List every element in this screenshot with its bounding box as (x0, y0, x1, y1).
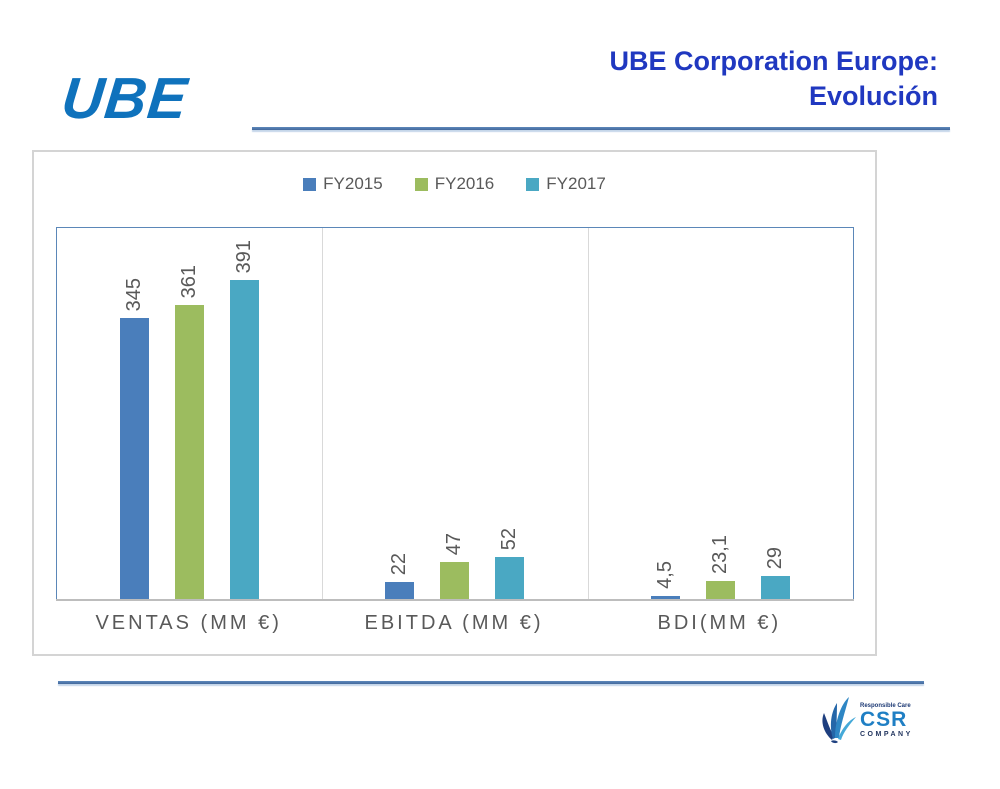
bar (385, 582, 415, 600)
legend-swatch-icon (526, 177, 540, 191)
plot-area: 345 361 391 22 47 52 4,5 23,1 29 (56, 227, 854, 601)
bar-group: 345 361 391 (57, 228, 322, 600)
bar-wrap: 4,5 (650, 228, 680, 600)
legend-label: FY2015 (323, 174, 383, 193)
bar-value-label: 361 (178, 264, 201, 298)
header-divider-line (252, 127, 950, 130)
bar-wrap: 345 (120, 228, 150, 600)
slide-title: UBE Corporation Europe: Evolución (610, 44, 939, 114)
bar-value-label: 391 (233, 239, 256, 273)
bar (440, 562, 470, 600)
bar-group: 22 47 52 (322, 228, 587, 600)
slide-title-line2: Evolución (808, 81, 938, 111)
csr-splash-icon (822, 697, 856, 744)
category-separator (322, 228, 324, 600)
bar-wrap: 47 (440, 228, 470, 600)
bar-wrap: 29 (760, 228, 790, 600)
bar-value-label: 29 (763, 546, 786, 569)
x-axis-category-label: BDI(MM €) (657, 612, 782, 634)
bar (705, 581, 735, 600)
legend-label: FY2016 (434, 174, 495, 193)
category-separator (587, 228, 589, 600)
csr-logo: Responsible Care CSR COMPANY (818, 690, 928, 750)
bar-value-label: 345 (123, 277, 146, 311)
slide-title-line1: UBE Corporation Europe: (609, 46, 939, 76)
bar-value-label: 52 (498, 527, 521, 550)
legend-label: FY2017 (546, 174, 606, 193)
bar-wrap: 22 (385, 228, 415, 600)
bar (650, 596, 680, 600)
bar-value-label: 4,5 (653, 561, 676, 589)
bar (760, 576, 790, 600)
bar (120, 318, 150, 600)
chart-card: FY2015 FY2016 FY2017 345 361 391 22 47 52 4,5 23,… (32, 150, 877, 656)
bar-wrap: 52 (495, 228, 525, 600)
bar-group: 4,5 23,1 29 (588, 228, 853, 600)
csr-subtitle: COMPANY (860, 730, 913, 738)
legend-swatch-icon (303, 177, 317, 191)
legend-item: FY2016 (414, 174, 495, 194)
x-axis-labels: VENTAS (MM €) EBITDA (MM €) BDI(MM €) (56, 612, 852, 635)
x-axis-category-label: EBITDA (MM €) (364, 612, 544, 634)
bar-value-label: 47 (443, 532, 466, 555)
ube-logo: UBE (58, 66, 191, 131)
legend-swatch-icon (414, 177, 428, 191)
x-axis-category-label: VENTAS (MM €) (95, 612, 282, 634)
bar (495, 557, 525, 600)
footer-divider-line (58, 681, 924, 684)
bar-wrap: 391 (230, 228, 260, 600)
csr-name: CSR (860, 707, 908, 731)
bar-wrap: 361 (175, 228, 205, 600)
chart-legend: FY2015 FY2016 FY2017 (34, 174, 875, 194)
legend-item: FY2017 (526, 174, 606, 194)
bar (175, 305, 205, 600)
bar-wrap: 23,1 (705, 228, 735, 600)
bar-value-label: 23,1 (708, 535, 731, 574)
legend-item: FY2015 (303, 174, 383, 194)
x-axis-line (56, 599, 854, 601)
bar-value-label: 22 (388, 552, 411, 575)
bar (230, 280, 260, 600)
csr-tagline: Responsible Care (860, 702, 911, 709)
